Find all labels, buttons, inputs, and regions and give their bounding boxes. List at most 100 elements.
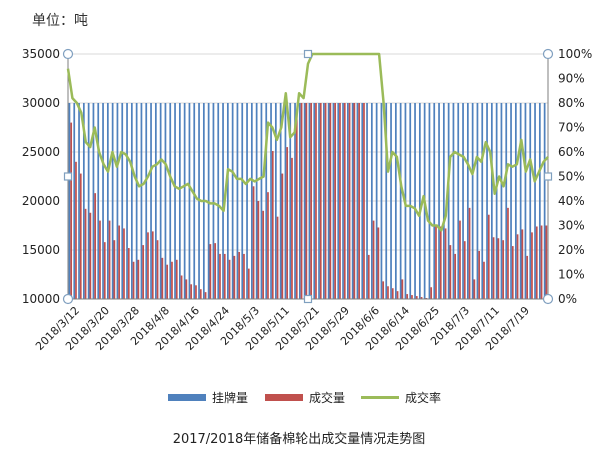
bar-listed-93 <box>514 103 517 299</box>
bar-listed-57 <box>342 103 344 299</box>
bar-traded-44 <box>281 173 284 299</box>
bar-traded-69 <box>401 279 404 299</box>
bar-listed-63 <box>370 103 373 299</box>
legend-swatch-listed <box>168 394 206 401</box>
bar-listed-88 <box>490 103 493 299</box>
bar-traded-17 <box>151 231 154 299</box>
bar-listed-52 <box>318 103 320 299</box>
bar-listed-83 <box>466 103 469 299</box>
bar-listed-5 <box>92 103 95 299</box>
bar-traded-13 <box>132 261 135 299</box>
bar-listed-56 <box>337 103 340 299</box>
bar-traded-23 <box>180 275 183 299</box>
bar-traded-14 <box>137 259 140 299</box>
bar-listed-80 <box>452 103 455 299</box>
bar-traded-79 <box>449 245 452 299</box>
selection-handle-corner-3 <box>542 293 554 305</box>
bar-listed-49 <box>303 103 306 299</box>
bar-traded-20 <box>166 264 169 299</box>
chart-legend: 挂牌量 成交量 成交率 <box>0 389 598 409</box>
bar-traded-36 <box>243 253 245 299</box>
bar-listed-92 <box>510 103 512 299</box>
bar-listed-61 <box>361 103 364 299</box>
bar-traded-7 <box>103 242 106 299</box>
bar-listed-60 <box>356 103 359 299</box>
bar-listed-91 <box>505 103 508 299</box>
bar-listed-48 <box>298 103 301 299</box>
bar-listed-24 <box>183 103 186 299</box>
bar-listed-33 <box>226 103 229 299</box>
bar-traded-82 <box>463 241 466 299</box>
bar-listed-11 <box>121 103 124 299</box>
y-right-tick-label-0: 0% <box>558 292 577 306</box>
bar-listed-15 <box>140 103 143 299</box>
bar-traded-88 <box>492 237 495 299</box>
bar-traded-81 <box>459 220 461 299</box>
bar-listed-20 <box>164 103 167 299</box>
bar-listed-10 <box>116 103 119 299</box>
bar-traded-1 <box>75 161 77 299</box>
bar-traded-39 <box>257 201 260 299</box>
bar-listed-3 <box>82 103 85 299</box>
bar-traded-58 <box>348 103 351 299</box>
bar-traded-47 <box>295 112 298 299</box>
bar-listed-67 <box>390 103 392 299</box>
bar-listed-35 <box>236 103 239 299</box>
legend-label-rate: 成交率 <box>405 391 442 405</box>
bar-listed-81 <box>457 103 460 299</box>
y-right-tick-label-2: 20% <box>558 243 585 257</box>
bar-listed-36 <box>241 103 244 299</box>
bar-traded-26 <box>195 285 197 299</box>
bar-listed-77 <box>438 103 440 299</box>
bar-traded-33 <box>228 259 231 299</box>
bar-traded-3 <box>84 208 87 299</box>
bar-traded-98 <box>540 225 543 299</box>
y-right-tick-label-7: 70% <box>558 121 585 135</box>
bar-listed-37 <box>246 103 248 299</box>
y-right-tick-label-10: 100% <box>558 47 592 61</box>
bar-traded-49 <box>305 103 308 299</box>
bar-listed-66 <box>385 103 388 299</box>
bar-listed-40 <box>260 103 263 299</box>
bar-listed-73 <box>418 103 421 299</box>
bar-traded-46 <box>291 157 293 299</box>
y-right-tick-label-4: 40% <box>558 194 585 208</box>
bar-listed-41 <box>265 103 268 299</box>
legend-label-listed: 挂牌量 <box>212 391 249 405</box>
bar-traded-61 <box>363 103 365 299</box>
bar-traded-30 <box>214 243 217 299</box>
bar-traded-56 <box>339 103 341 299</box>
bar-traded-90 <box>502 240 505 299</box>
bar-listed-84 <box>471 103 474 299</box>
bar-traded-72 <box>415 296 418 299</box>
bar-traded-86 <box>483 261 485 299</box>
bar-listed-89 <box>495 103 498 299</box>
bar-traded-2 <box>79 173 82 299</box>
bar-listed-44 <box>279 103 282 299</box>
bar-traded-22 <box>175 259 178 299</box>
bar-listed-47 <box>294 103 296 299</box>
bar-traded-0 <box>70 122 73 299</box>
bar-traded-87 <box>487 214 490 299</box>
bar-listed-9 <box>111 103 114 299</box>
bar-listed-82 <box>462 103 464 299</box>
y-right-tick-label-8: 80% <box>558 96 585 110</box>
bar-listed-64 <box>375 103 378 299</box>
bar-traded-35 <box>238 251 241 299</box>
selection-handle-corner-0 <box>62 48 74 60</box>
bar-listed-0 <box>68 103 71 299</box>
y-left-tick-label-4: 30000 <box>22 96 60 110</box>
selection-handle-edge-1 <box>303 294 313 304</box>
y-left-tick-label-5: 35000 <box>22 47 60 61</box>
bar-traded-37 <box>247 268 250 299</box>
bar-traded-85 <box>478 250 481 299</box>
bar-traded-25 <box>190 284 193 299</box>
bar-traded-76 <box>435 225 437 299</box>
bar-traded-66 <box>387 286 389 299</box>
bar-traded-89 <box>497 238 500 299</box>
bar-listed-43 <box>274 103 277 299</box>
bar-traded-6 <box>99 220 101 299</box>
bar-listed-98 <box>538 103 541 299</box>
bar-traded-96 <box>531 232 533 299</box>
bar-traded-48 <box>300 103 303 299</box>
